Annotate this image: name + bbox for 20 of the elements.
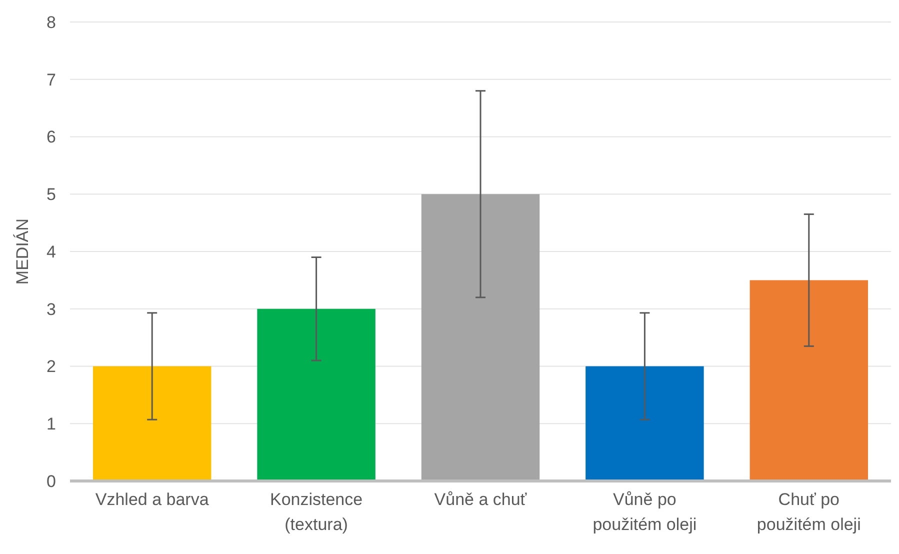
y-tick-label: 2 [46,357,56,376]
y-tick-label: 5 [46,185,56,204]
bar [750,280,868,481]
y-tick-label: 7 [46,70,56,90]
x-tick-label: Vůně a chuť [434,490,528,509]
x-tick-label: Vzhled a barva [95,490,210,509]
x-tick-label: Chuť po použitém oleji [756,490,861,534]
x-tick-label: Konzistence (textura) [270,490,363,534]
bar [586,366,704,481]
y-tick-label: 0 [46,472,56,491]
bar [257,308,376,481]
y-tick-label: 3 [46,300,56,319]
bar [92,366,212,481]
y-tick-label: 1 [46,414,56,434]
y-tick-label: 8 [46,12,56,32]
y-axis-title: MEDIÁN [13,218,32,285]
y-tick-label: 6 [46,128,56,147]
x-tick-label: Vůně po použitém oleji [592,490,697,534]
y-tick-label: 4 [46,242,56,262]
bar [421,194,540,481]
